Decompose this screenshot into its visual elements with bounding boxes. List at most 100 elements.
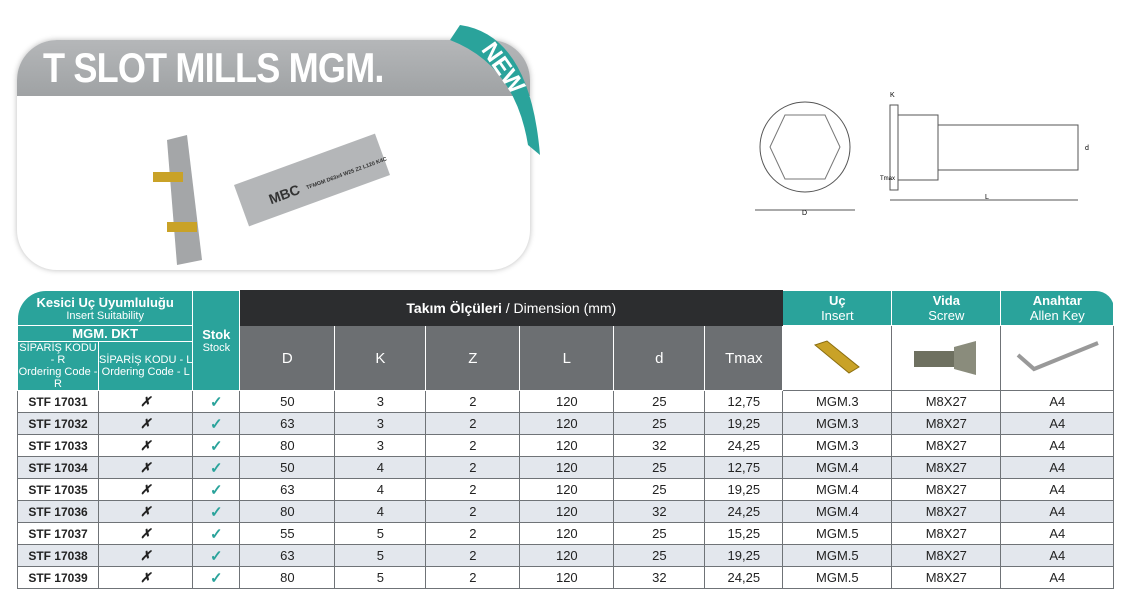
col-L: L (519, 325, 615, 391)
cell-insert: MGM.4 (782, 500, 893, 523)
table-row: STF 17037 ✗ ✓ 55 5 2 120 25 15,25 MGM.5 M8X27 A4 (17, 522, 1115, 545)
dim-label-D: D (802, 210, 807, 217)
cell-code-r: STF 17039 (17, 566, 99, 589)
cell-d: 25 (613, 390, 706, 413)
cell-insert: MGM.5 (782, 544, 893, 567)
cell-stock: ✓ (192, 566, 241, 589)
cell-screw: M8X27 (891, 412, 1002, 435)
table-row: STF 17038 ✗ ✓ 63 5 2 120 25 19,25 MGM.5 M8X27 A4 (17, 544, 1115, 567)
cell-K: 3 (334, 412, 427, 435)
cell-K: 5 (334, 566, 427, 589)
cell-L: 120 (519, 522, 615, 545)
cell-K: 4 (334, 478, 427, 501)
cell-Tmax: 19,25 (704, 478, 784, 501)
cell-Z: 2 (425, 478, 521, 501)
table-row: STF 17034 ✗ ✓ 50 4 2 120 25 12,75 MGM.4 M8X27 A4 (17, 456, 1115, 479)
cell-stock: ✓ (192, 412, 241, 435)
cell-code-r: STF 17038 (17, 544, 99, 567)
dim-label-d: d (1085, 145, 1089, 152)
cell-screw: M8X27 (891, 522, 1002, 545)
cell-allen-key: A4 (1000, 566, 1115, 589)
cell-code-l: ✗ (97, 478, 194, 501)
cell-allen-key: A4 (1000, 412, 1115, 435)
cell-stock: ✓ (192, 434, 241, 457)
col-Tmax: Tmax (704, 325, 784, 391)
title-bar: T SLOT MILLS MGM. DKT (17, 40, 530, 139)
cell-K: 4 (334, 456, 427, 479)
dimension-header: Takım Ölçüleri / Dimension (mm) (239, 290, 784, 326)
cell-Z: 2 (425, 522, 521, 545)
cell-D: 50 (239, 456, 336, 479)
cell-D: 80 (239, 566, 336, 589)
tool-image: MBC TFMGM D63x4 W25 Z2 L120 K4C (153, 133, 391, 265)
cell-Z: 2 (425, 500, 521, 523)
cell-Tmax: 24,25 (704, 500, 784, 523)
cell-insert: MGM.3 (782, 412, 893, 435)
cell-stock: ✓ (192, 478, 241, 501)
cell-L: 120 (519, 456, 615, 479)
cell-code-r: STF 17033 (17, 434, 99, 457)
cell-Tmax: 24,25 (704, 566, 784, 589)
cell-L: 120 (519, 412, 615, 435)
cell-screw: M8X27 (891, 434, 1002, 457)
cell-screw: M8X27 (891, 566, 1002, 589)
cell-insert: MGM.5 (782, 522, 893, 545)
screw-header: Vida Screw (891, 290, 1002, 326)
cell-code-r: STF 17035 (17, 478, 99, 501)
table-row: STF 17032 ✗ ✓ 63 3 2 120 25 19,25 MGM.3 M8X27 A4 (17, 412, 1115, 435)
col-Z: Z (425, 325, 521, 391)
cell-Z: 2 (425, 456, 521, 479)
cell-insert: MGM.3 (782, 434, 893, 457)
cell-K: 5 (334, 544, 427, 567)
table-row: STF 17035 ✗ ✓ 63 4 2 120 25 19,25 MGM.4 M8X27 A4 (17, 478, 1115, 501)
cell-Z: 2 (425, 566, 521, 589)
cell-d: 32 (613, 434, 706, 457)
cell-D: 63 (239, 544, 336, 567)
cell-code-l: ✗ (97, 544, 194, 567)
cell-code-l: ✗ (97, 522, 194, 545)
cell-d: 32 (613, 566, 706, 589)
cell-stock: ✓ (192, 522, 241, 545)
cell-code-l: ✗ (97, 434, 194, 457)
cell-screw: M8X27 (891, 500, 1002, 523)
cell-Tmax: 24,25 (704, 434, 784, 457)
cell-Z: 2 (425, 544, 521, 567)
cell-insert: MGM.3 (782, 390, 893, 413)
cell-allen-key: A4 (1000, 544, 1115, 567)
cell-code-r: STF 17036 (17, 500, 99, 523)
cell-K: 5 (334, 522, 427, 545)
cell-d: 25 (613, 522, 706, 545)
table-row: STF 17039 ✗ ✓ 80 5 2 120 32 24,25 MGM.5 M8X27 A4 (17, 566, 1115, 589)
cell-insert: MGM.5 (782, 566, 893, 589)
cell-D: 80 (239, 434, 336, 457)
cell-allen-key: A4 (1000, 500, 1115, 523)
cell-code-l: ✗ (97, 412, 194, 435)
table-row: STF 17031 ✗ ✓ 50 3 2 120 25 12,75 MGM.3 M8X27 A4 (17, 390, 1115, 413)
cell-code-r: STF 17037 (17, 522, 99, 545)
cell-code-r: STF 17034 (17, 456, 99, 479)
cell-screw: M8X27 (891, 478, 1002, 501)
dim-label-K: K (890, 92, 895, 99)
cell-Z: 2 (425, 434, 521, 457)
screw-image (891, 325, 1002, 391)
cell-screw: M8X27 (891, 390, 1002, 413)
table-row: STF 17033 ✗ ✓ 80 3 2 120 32 24,25 MGM.3 M8X27 A4 (17, 434, 1115, 457)
cell-L: 120 (519, 566, 615, 589)
cell-code-r: STF 17032 (17, 412, 99, 435)
cell-Z: 2 (425, 390, 521, 413)
cell-Tmax: 12,75 (704, 456, 784, 479)
code-r-header: SİPARİŞ KODU - R Ordering Code - R (17, 341, 99, 391)
stock-header: Stok Stock (192, 290, 241, 391)
col-K: K (334, 325, 427, 391)
cell-d: 32 (613, 500, 706, 523)
insert-image (782, 325, 893, 391)
series-header: MGM. DKT (16, 325, 194, 342)
cell-Tmax: 19,25 (704, 412, 784, 435)
cell-insert: MGM.4 (782, 478, 893, 501)
cell-Tmax: 19,25 (704, 544, 784, 567)
cell-D: 63 (239, 412, 336, 435)
col-D: D (239, 325, 336, 391)
cell-stock: ✓ (192, 544, 241, 567)
cell-code-r: STF 17031 (17, 390, 99, 413)
cell-allen-key: A4 (1000, 434, 1115, 457)
